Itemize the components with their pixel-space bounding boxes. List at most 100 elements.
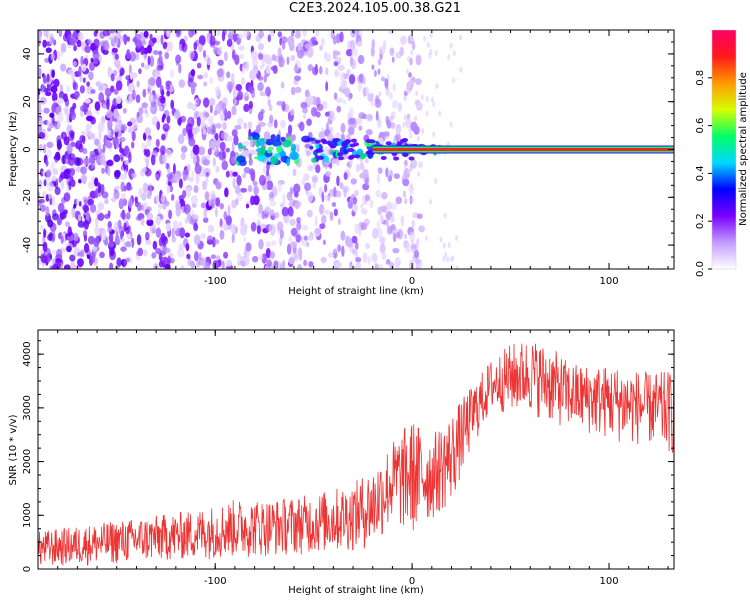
heatmap-noise-cell [80, 166, 87, 175]
heatmap-signal-blob [341, 142, 348, 147]
heatmap-noise-cell [328, 252, 334, 258]
heatmap-noise-cell [227, 204, 231, 216]
heatmap-noise-cell [81, 134, 86, 145]
heatmap-noise-cell [333, 186, 337, 198]
heatmap-signal-blob [275, 134, 281, 142]
heatmap-noise-cell [80, 55, 84, 66]
heatmap-noise-cell [196, 62, 202, 69]
heatmap-noise-cell [307, 64, 314, 72]
heatmap-noise-cell [84, 45, 91, 54]
heatmap-noise-cell [60, 235, 64, 244]
heatmap-noise-cell [337, 244, 342, 253]
heatmap-noise-cell [71, 71, 76, 81]
heatmap-noise-cell [365, 129, 373, 136]
heatmap-noise-cell [129, 51, 137, 62]
heatmap-noise-cell [105, 110, 114, 119]
heatmap-noise-cell [434, 177, 438, 184]
heatmap-noise-cell [300, 101, 308, 109]
heatmap-noise-cell [93, 38, 100, 49]
heatmap-noise-cell [150, 154, 156, 166]
heatmap-noise-cell [151, 252, 157, 259]
heatmap-noise-cell [60, 180, 65, 190]
heatmap-noise-cell [259, 91, 267, 97]
heatmap-noise-cell [418, 160, 423, 169]
colorbar-tick-label: 0.4 [695, 165, 706, 181]
heatmap-noise-cell [215, 197, 221, 207]
heatmap-noise-cell [85, 115, 94, 122]
heatmap-noise-cell [67, 33, 74, 43]
heatmap-noise-cell [46, 256, 51, 263]
heatmap-noise-cell [248, 152, 252, 160]
heatmap-signal-blob [337, 152, 344, 157]
heatmap-noise-cell [223, 131, 230, 143]
heatmap-signal-blob [402, 152, 409, 157]
heatmap-noise-cell [110, 73, 115, 82]
heatmap-noise-cell [155, 76, 162, 88]
heatmap-noise-cell [200, 232, 207, 240]
heatmap-noise-cell [201, 257, 207, 266]
heatmap-noise-cell [102, 229, 107, 241]
heatmap-noise-cell [191, 127, 198, 136]
heatmap-signal-blob [237, 145, 247, 149]
heatmap-noise-cell [408, 72, 412, 78]
heatmap-noise-cell [187, 116, 195, 128]
heatmap-noise-cell [385, 115, 390, 125]
heatmap-noise-cell [193, 222, 199, 232]
heatmap-noise-cell [45, 91, 52, 97]
heatmap-noise-cell [236, 174, 242, 186]
heatmap-noise-cell [281, 41, 286, 50]
heatmap-noise-cell [83, 219, 89, 230]
heatmap-noise-cell [209, 140, 217, 149]
heatmap-noise-cell [308, 261, 314, 268]
heatmap-noise-cell [178, 242, 185, 250]
heatmap-noise-cell [114, 35, 118, 43]
heatmap-signal-blob [237, 143, 242, 147]
heatmap-noise-cell [403, 94, 408, 102]
heatmap-noise-cell [136, 201, 142, 212]
heatmap-noise-cell [181, 42, 188, 53]
heatmap-noise-cell [173, 110, 181, 120]
heatmap-noise-cell [202, 180, 208, 191]
heatmap-noise-cell [383, 39, 387, 51]
heatmap-noise-cell [294, 86, 302, 94]
heatmap-noise-cell [258, 30, 264, 39]
heatmap-noise-cell [162, 203, 167, 210]
heatmap-noise-cell [90, 89, 96, 95]
heatmap-noise-cell [141, 192, 147, 202]
heatmap-noise-cell [143, 249, 148, 257]
heatmap-noise-cell [177, 134, 185, 145]
heatmap-noise-cell [128, 256, 133, 264]
heatmap-noise-cell [210, 189, 216, 200]
heatmap-noise-cell [147, 55, 151, 66]
heatmap-noise-cell [208, 97, 216, 107]
heatmap-signal-blob [259, 145, 266, 155]
heatmap-noise-cell [102, 49, 109, 55]
heatmap-noise-cell [155, 227, 162, 238]
heatmap-noise-cell [350, 59, 357, 70]
heatmap-noise-cell [410, 243, 418, 250]
heatmap-noise-cell [123, 34, 128, 46]
snr-y-axis-title: SNR (10 * v/v) [8, 414, 19, 485]
heatmap-noise-cell [89, 251, 95, 258]
heatmap-noise-cell [81, 130, 85, 136]
y-tick-label: -40 [22, 237, 33, 253]
heatmap-noise-cell [261, 59, 265, 68]
heatmap-noise-cell [221, 260, 225, 269]
heatmap-noise-cell [68, 180, 72, 191]
heatmap-noise-cell [295, 30, 301, 38]
heatmap-noise-cell [84, 98, 91, 104]
heatmap-noise-cell [324, 53, 332, 63]
heatmap-noise-cell [77, 214, 82, 222]
heatmap-noise-cell [136, 111, 140, 118]
heatmap-noise-cell [359, 172, 366, 179]
heatmap-noise-cell [209, 35, 216, 46]
heatmap-noise-cell [271, 240, 277, 246]
heatmap-noise-cell [423, 35, 427, 42]
heatmap-noise-cell [432, 131, 436, 138]
heatmap-signal-blob [279, 151, 286, 156]
heatmap-noise-cell [119, 147, 124, 154]
heatmap-noise-cell [324, 183, 328, 193]
heatmap-noise-cell [379, 243, 386, 254]
heatmap-noise-cell [165, 149, 173, 159]
